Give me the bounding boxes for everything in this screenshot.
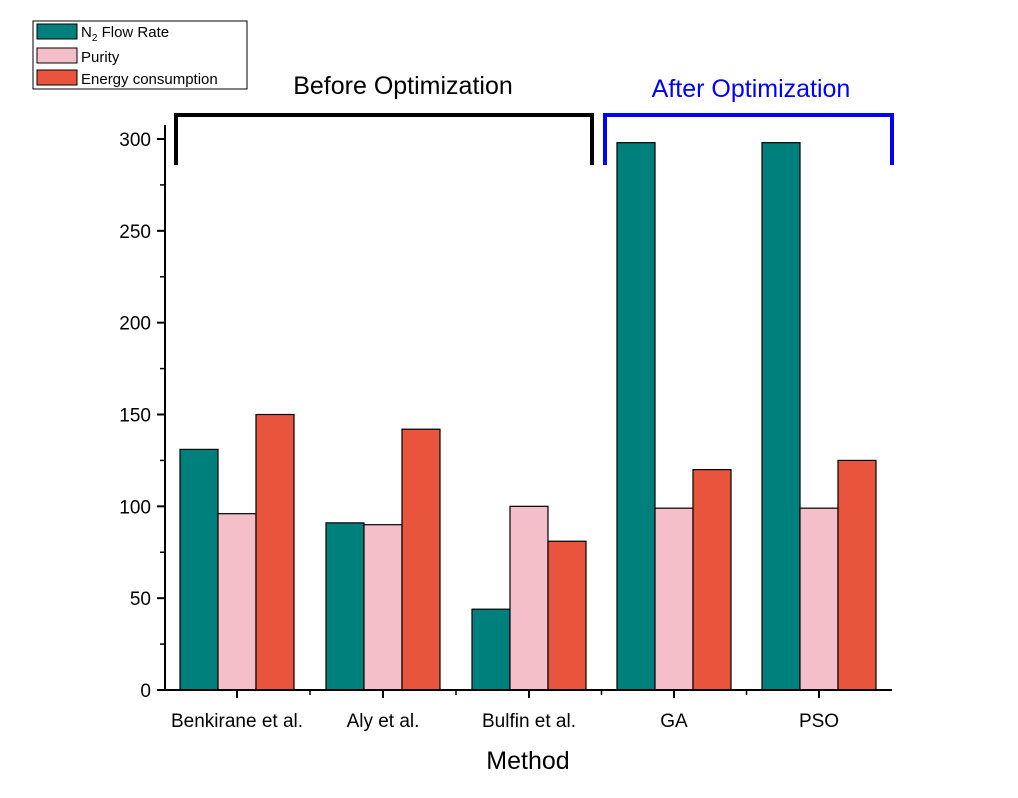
legend-item-purity: Purity (36, 47, 120, 66)
bar-pso-energy-consumption (837, 459, 877, 691)
legend-label-n2-flow-rate: N2 Flow Rate (81, 24, 169, 44)
bar-pso-n2-flow-rate (761, 142, 801, 691)
y-tick-label-50: 50 (130, 589, 151, 610)
x-tick-label-benkirane-et-al: Benkirane et al. (171, 711, 303, 732)
x-tick-label-ga: GA (660, 711, 688, 732)
after-optimization-label: After Optimization (652, 75, 851, 103)
x-tick-label-bulfin-et-al: Bulfin et al. (482, 711, 576, 732)
bar-aly-et-al-purity (363, 524, 403, 691)
before-optimization-label: Before Optimization (293, 72, 513, 100)
x-tick-label-aly-et-al: Aly et al. (347, 711, 420, 732)
bars (179, 142, 877, 691)
y-tick-label-150: 150 (119, 406, 151, 427)
legend-swatch-purity (36, 47, 78, 64)
x-axis-title: Method (486, 747, 569, 775)
legend-item-n2-flow-rate: N2 Flow Rate (36, 23, 169, 44)
legend-swatch-energy-consumption (36, 69, 78, 86)
legend-label-energy-consumption: Energy consumption (81, 71, 218, 88)
annotation-brackets: Before Optimization After Optimization (174, 72, 894, 165)
y-tick-label-300: 300 (119, 130, 151, 151)
bar-ga-purity (654, 507, 694, 691)
legend: N2 Flow Rate Purity Energy consumption (32, 20, 248, 90)
bar-benkirane-et-al-purity (217, 513, 257, 691)
bar-benkirane-et-al-n2-flow-rate (179, 448, 219, 691)
bar-bulfin-et-al-purity (509, 505, 549, 691)
bar-ga-energy-consumption (692, 469, 732, 691)
bar-pso-purity (799, 507, 839, 691)
legend-item-energy-consumption: Energy consumption (36, 69, 218, 88)
y-tick-label-250: 250 (119, 222, 151, 243)
before-optimization-bracket (174, 113, 594, 165)
bar-ga-n2-flow-rate (616, 142, 656, 691)
axes: 0 50 100 150 200 250 300 Benkirane et al. Aly et… (119, 125, 892, 732)
bar-bulfin-et-al-energy-consumption (547, 540, 587, 691)
bar-benkirane-et-al-energy-consumption (255, 413, 295, 691)
legend-swatch-n2-flow-rate (36, 23, 78, 40)
x-tick-label-pso: PSO (799, 711, 839, 732)
legend-label-purity: Purity (81, 49, 120, 66)
y-tick-label-0: 0 (140, 681, 151, 702)
y-tick-label-100: 100 (119, 497, 151, 518)
after-optimization-bracket (603, 113, 894, 165)
bar-aly-et-al-energy-consumption (401, 428, 441, 691)
bar-bulfin-et-al-n2-flow-rate (471, 608, 511, 691)
bar-aly-et-al-n2-flow-rate (325, 522, 365, 691)
y-tick-label-200: 200 (119, 314, 151, 335)
